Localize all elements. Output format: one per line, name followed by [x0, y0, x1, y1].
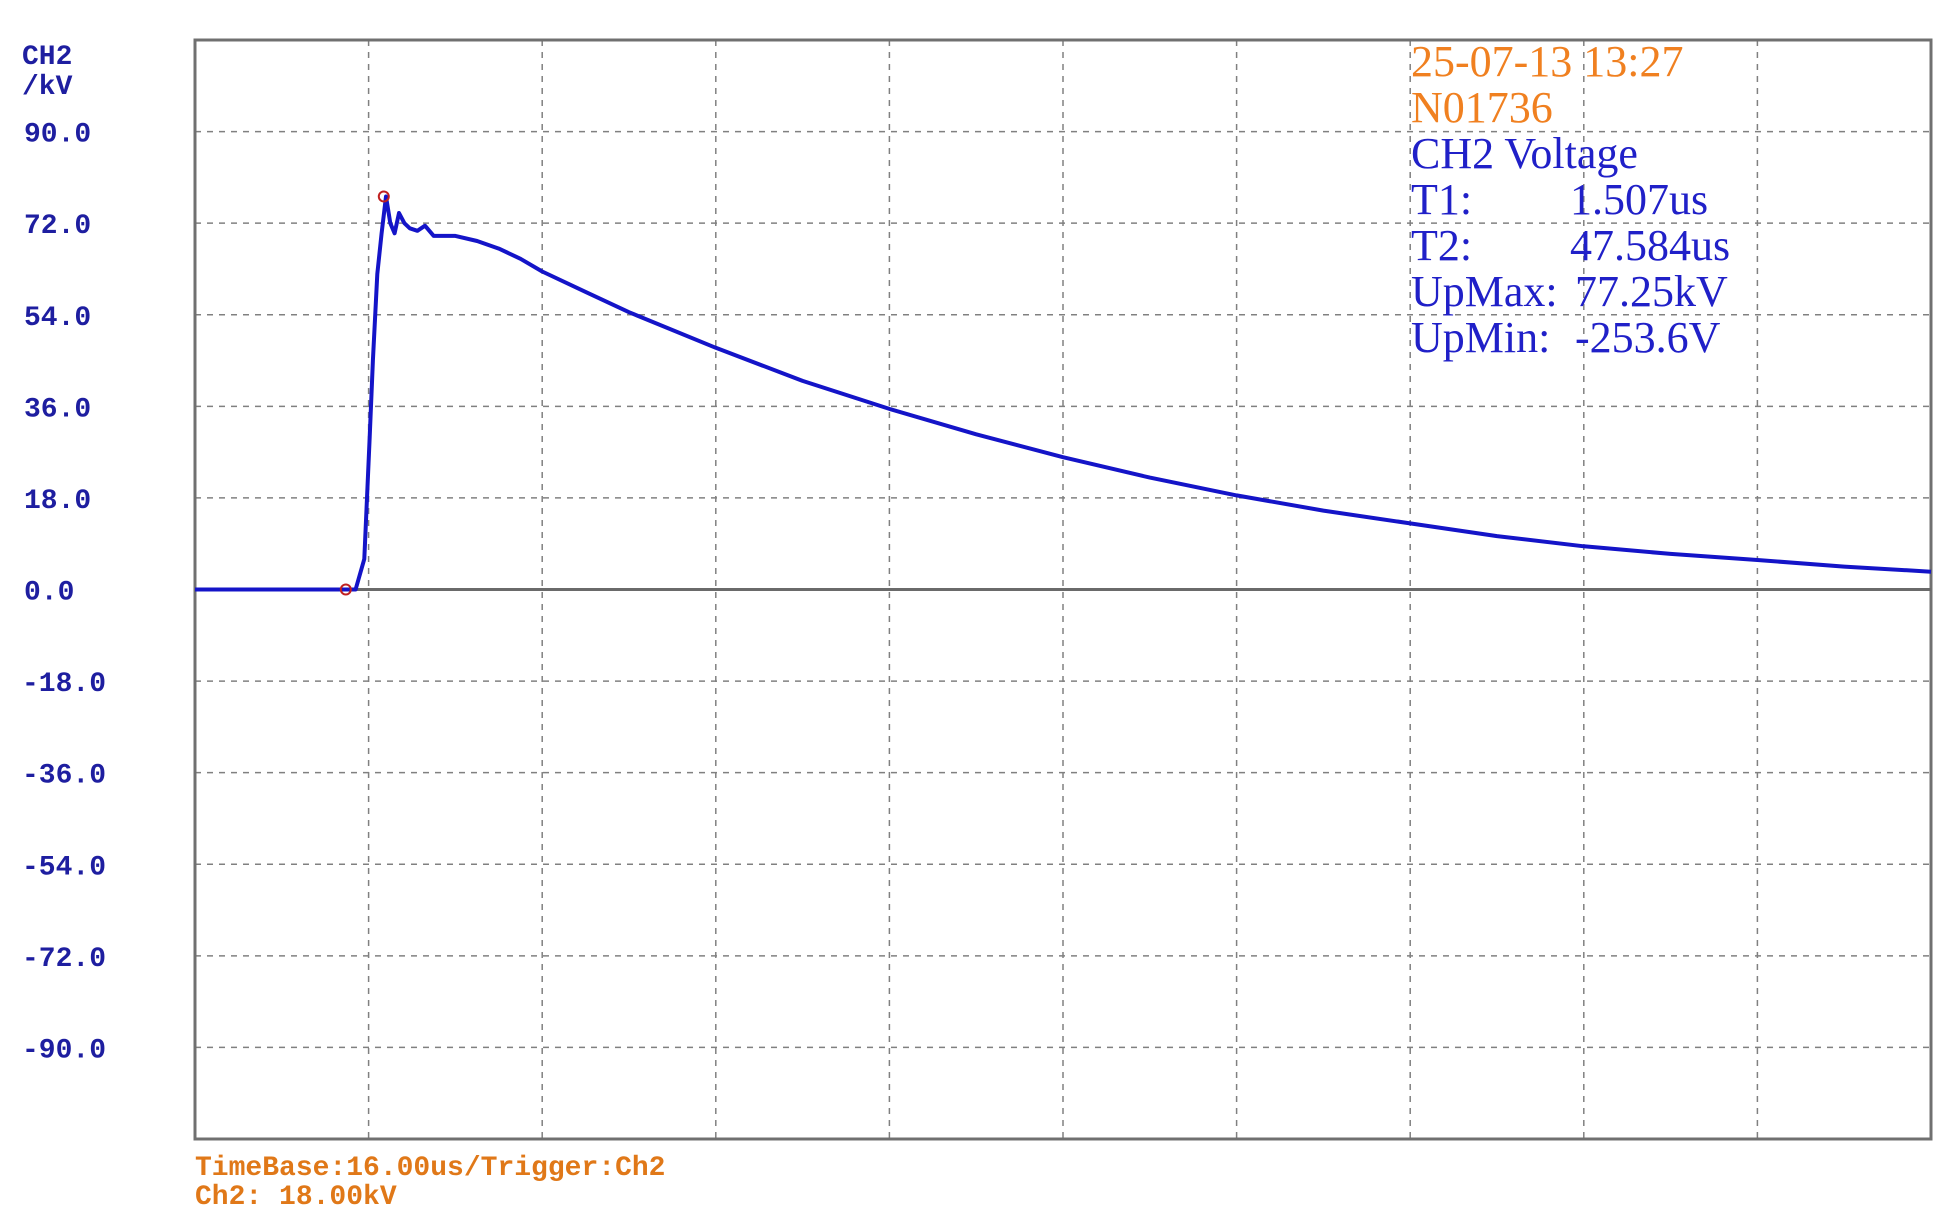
channel-scale-text: Ch2: 18.00kV: [195, 1182, 397, 1213]
cursor-markers: [339, 190, 390, 596]
upmin-value: -253.6V: [1575, 313, 1721, 362]
upmax-label: UpMax:: [1411, 267, 1558, 316]
t2-value: 47.584us: [1570, 221, 1730, 270]
voltage-trace: [195, 194, 1932, 592]
datetime-text: 25-07-13 13:27: [1411, 37, 1684, 86]
y-tick-label: 54.0: [24, 303, 91, 334]
record-number-text: N01736: [1411, 83, 1553, 132]
unit-label: /kV: [22, 72, 73, 103]
grid-lines: [195, 40, 1931, 1139]
y-tick-labels: 90.0 72.0 54.0 36.0 18.0 0.0 -18.0 -36.0 -54.0 -7…: [22, 120, 106, 1067]
y-tick-label: 36.0: [24, 394, 91, 425]
y-tick-label: -72.0: [22, 944, 106, 975]
upmin-label: UpMin:: [1411, 313, 1550, 362]
y-tick-label: 90.0: [24, 120, 91, 151]
y-tick-label: -54.0: [22, 852, 106, 883]
cursor-marker: [377, 190, 390, 203]
y-tick-label: 18.0: [24, 486, 91, 517]
y-tick-label: -18.0: [22, 669, 106, 700]
t2-label: T2:: [1411, 221, 1472, 270]
y-tick-label: 0.0: [24, 578, 74, 609]
y-tick-label: 72.0: [24, 211, 91, 242]
y-tick-label: -36.0: [22, 761, 106, 792]
measurement-title: CH2 Voltage: [1411, 129, 1638, 178]
upmax-value: 77.25kV: [1575, 267, 1728, 316]
t1-value: 1.507us: [1570, 175, 1708, 224]
y-tick-label: -90.0: [22, 1035, 106, 1066]
timebase-text: TimeBase:16.00us/Trigger:Ch2: [195, 1153, 665, 1184]
info-panel: 25-07-13 13:27 N01736 CH2 Voltage T1: 1.…: [1411, 37, 1730, 362]
t1-label: T1:: [1411, 175, 1472, 224]
cursor-marker: [339, 583, 352, 596]
channel-label: CH2: [22, 42, 72, 73]
